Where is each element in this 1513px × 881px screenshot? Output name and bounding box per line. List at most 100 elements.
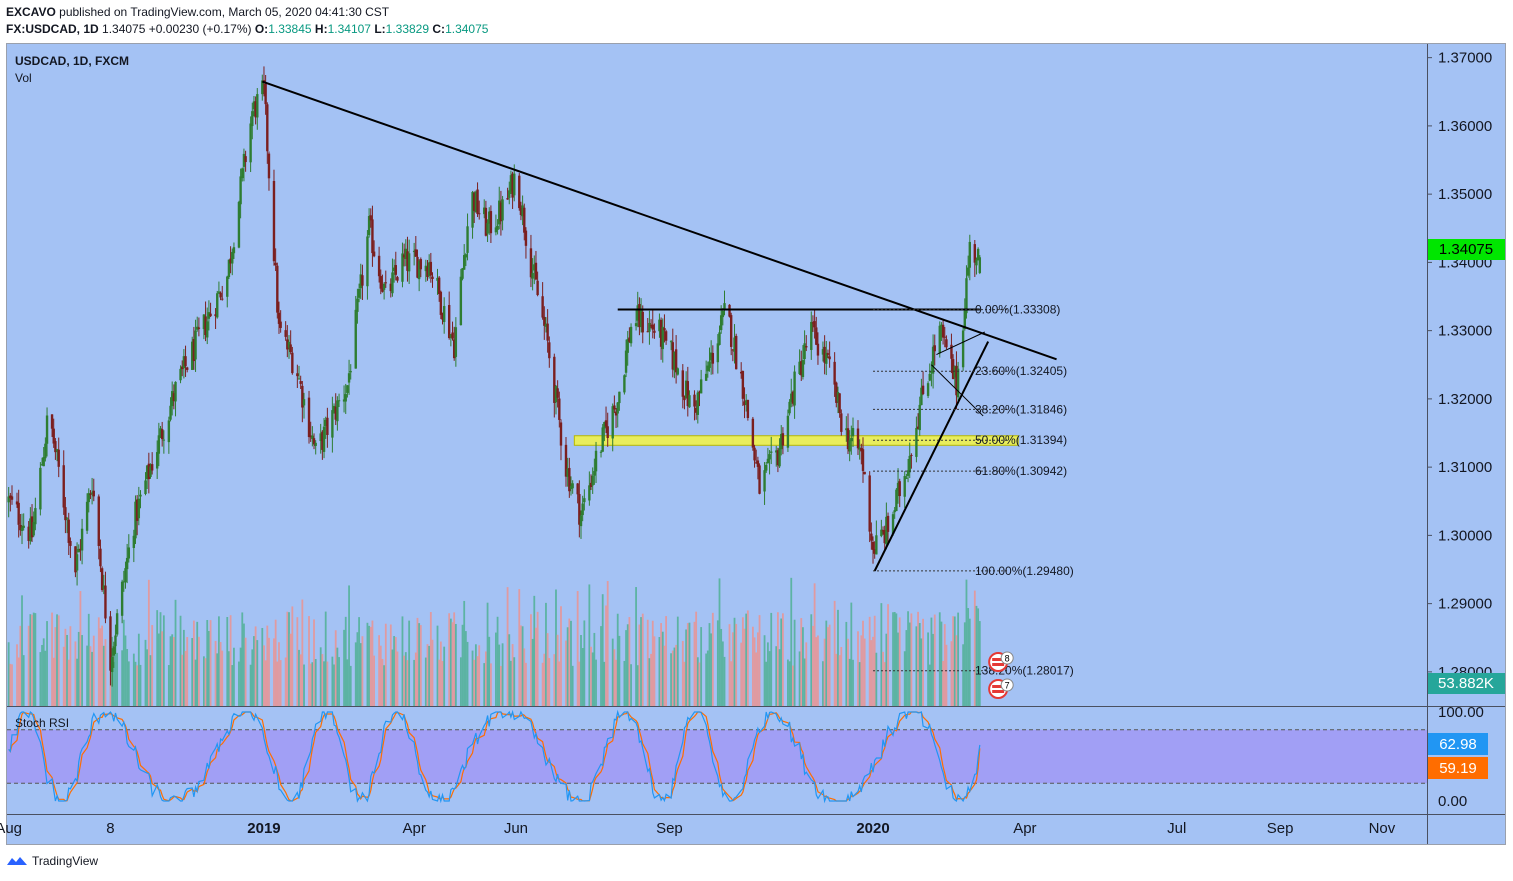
volume-bar [343, 629, 345, 706]
support-zone-layer [573, 435, 1019, 446]
volume-bar [486, 602, 489, 706]
volume-bar [950, 641, 953, 706]
volume-bar [191, 638, 194, 706]
candle-body [369, 215, 372, 221]
candle-body [623, 375, 626, 393]
volume-bar [603, 661, 606, 706]
candle-body [815, 327, 818, 345]
candle-body [943, 336, 946, 338]
volume-bar [787, 659, 789, 706]
candle-body [693, 394, 696, 407]
event-marker[interactable]: 8 [988, 651, 1014, 672]
candle-body [40, 464, 44, 466]
volume-bar [838, 655, 841, 706]
volume-bar [578, 661, 581, 706]
footer[interactable]: TradingView [6, 854, 98, 868]
candle-body [92, 490, 95, 497]
volume-bar [858, 662, 861, 706]
volume-bar [718, 578, 721, 706]
candle-body [249, 123, 252, 163]
candle-body [184, 356, 187, 367]
volume-bar [204, 658, 207, 706]
volume-bar [254, 626, 257, 706]
volume-bar [431, 639, 434, 706]
candle-body [264, 83, 267, 105]
volume-bar [172, 637, 175, 706]
candle-body [404, 248, 408, 260]
candle-body [137, 498, 141, 519]
candle-body [226, 276, 229, 297]
candle-body [75, 554, 79, 571]
candle-body [100, 568, 104, 590]
volume-bar [474, 644, 477, 706]
volume-bar [136, 665, 139, 706]
candle-body [191, 341, 194, 370]
candle-body [39, 467, 42, 510]
candle-body [217, 291, 221, 293]
volume-bar [389, 624, 392, 706]
volume-bar [673, 647, 676, 706]
volume-bar [930, 617, 933, 706]
event-marker[interactable]: 7 [988, 678, 1014, 699]
volume-bar [915, 626, 918, 706]
volume-bar [401, 616, 404, 706]
candle-body [965, 278, 968, 314]
candle-body [149, 466, 152, 477]
volume-bar [102, 645, 105, 706]
volume-bar [892, 612, 894, 706]
volume-bar [134, 661, 137, 706]
candle-body [533, 264, 536, 271]
volume-bar [326, 661, 329, 706]
volume-bar [531, 638, 534, 706]
volume-bar [51, 612, 53, 706]
candle-body [291, 352, 294, 374]
volume-bar [132, 653, 135, 706]
candle-body [588, 485, 591, 501]
volume-bar [907, 611, 909, 706]
volume-bar [756, 632, 759, 706]
candle-body [19, 524, 22, 531]
candle-body [336, 400, 339, 422]
volume-bar [623, 660, 626, 706]
volume-bar [825, 620, 828, 706]
candle-body [486, 223, 489, 234]
volume-bar [426, 644, 429, 706]
volume-bar [91, 651, 93, 706]
volume-bar [686, 623, 689, 706]
candle-body [581, 503, 584, 516]
candle-body [379, 276, 382, 289]
candle-body [242, 153, 246, 167]
candle-body [382, 283, 386, 290]
candle-body [676, 368, 679, 375]
candle-body [871, 541, 875, 550]
candle-body [838, 393, 841, 414]
volume-bar [92, 635, 95, 706]
candle-body [553, 356, 556, 403]
candle-body [955, 365, 958, 396]
flag-stripe [992, 663, 1005, 666]
volume-bar [478, 645, 481, 706]
volume-bar [548, 658, 551, 706]
candle-body [297, 378, 301, 380]
volume-bar [962, 644, 965, 706]
volume-bar [393, 636, 396, 706]
candle-body [604, 420, 608, 427]
volume-bar [967, 608, 970, 706]
volume-bar [790, 577, 793, 706]
corner-bg [1428, 815, 1505, 844]
candle-body [401, 253, 404, 282]
candle-body [122, 581, 126, 583]
candle-body [875, 535, 878, 555]
candle-body [798, 361, 801, 374]
candle-body [658, 319, 661, 332]
event-markers[interactable]: 87 [988, 651, 1014, 699]
candle-body [192, 339, 196, 362]
volume-bar [661, 631, 664, 706]
candle-body [599, 451, 603, 453]
volume-bar [646, 619, 649, 706]
candle-body [196, 326, 199, 330]
candle-body [548, 342, 551, 359]
candle-body [299, 381, 302, 384]
candle-body [155, 452, 159, 469]
